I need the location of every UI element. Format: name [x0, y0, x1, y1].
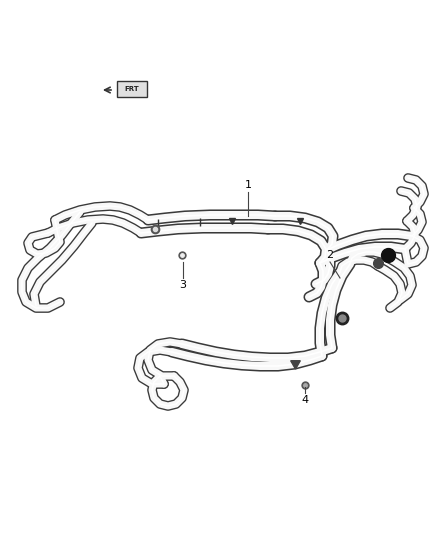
- Text: 2: 2: [326, 250, 334, 260]
- FancyBboxPatch shape: [117, 81, 147, 97]
- Text: 4: 4: [301, 395, 308, 405]
- Text: 1: 1: [244, 180, 251, 190]
- Text: 3: 3: [180, 280, 187, 290]
- Text: FRT: FRT: [125, 86, 139, 92]
